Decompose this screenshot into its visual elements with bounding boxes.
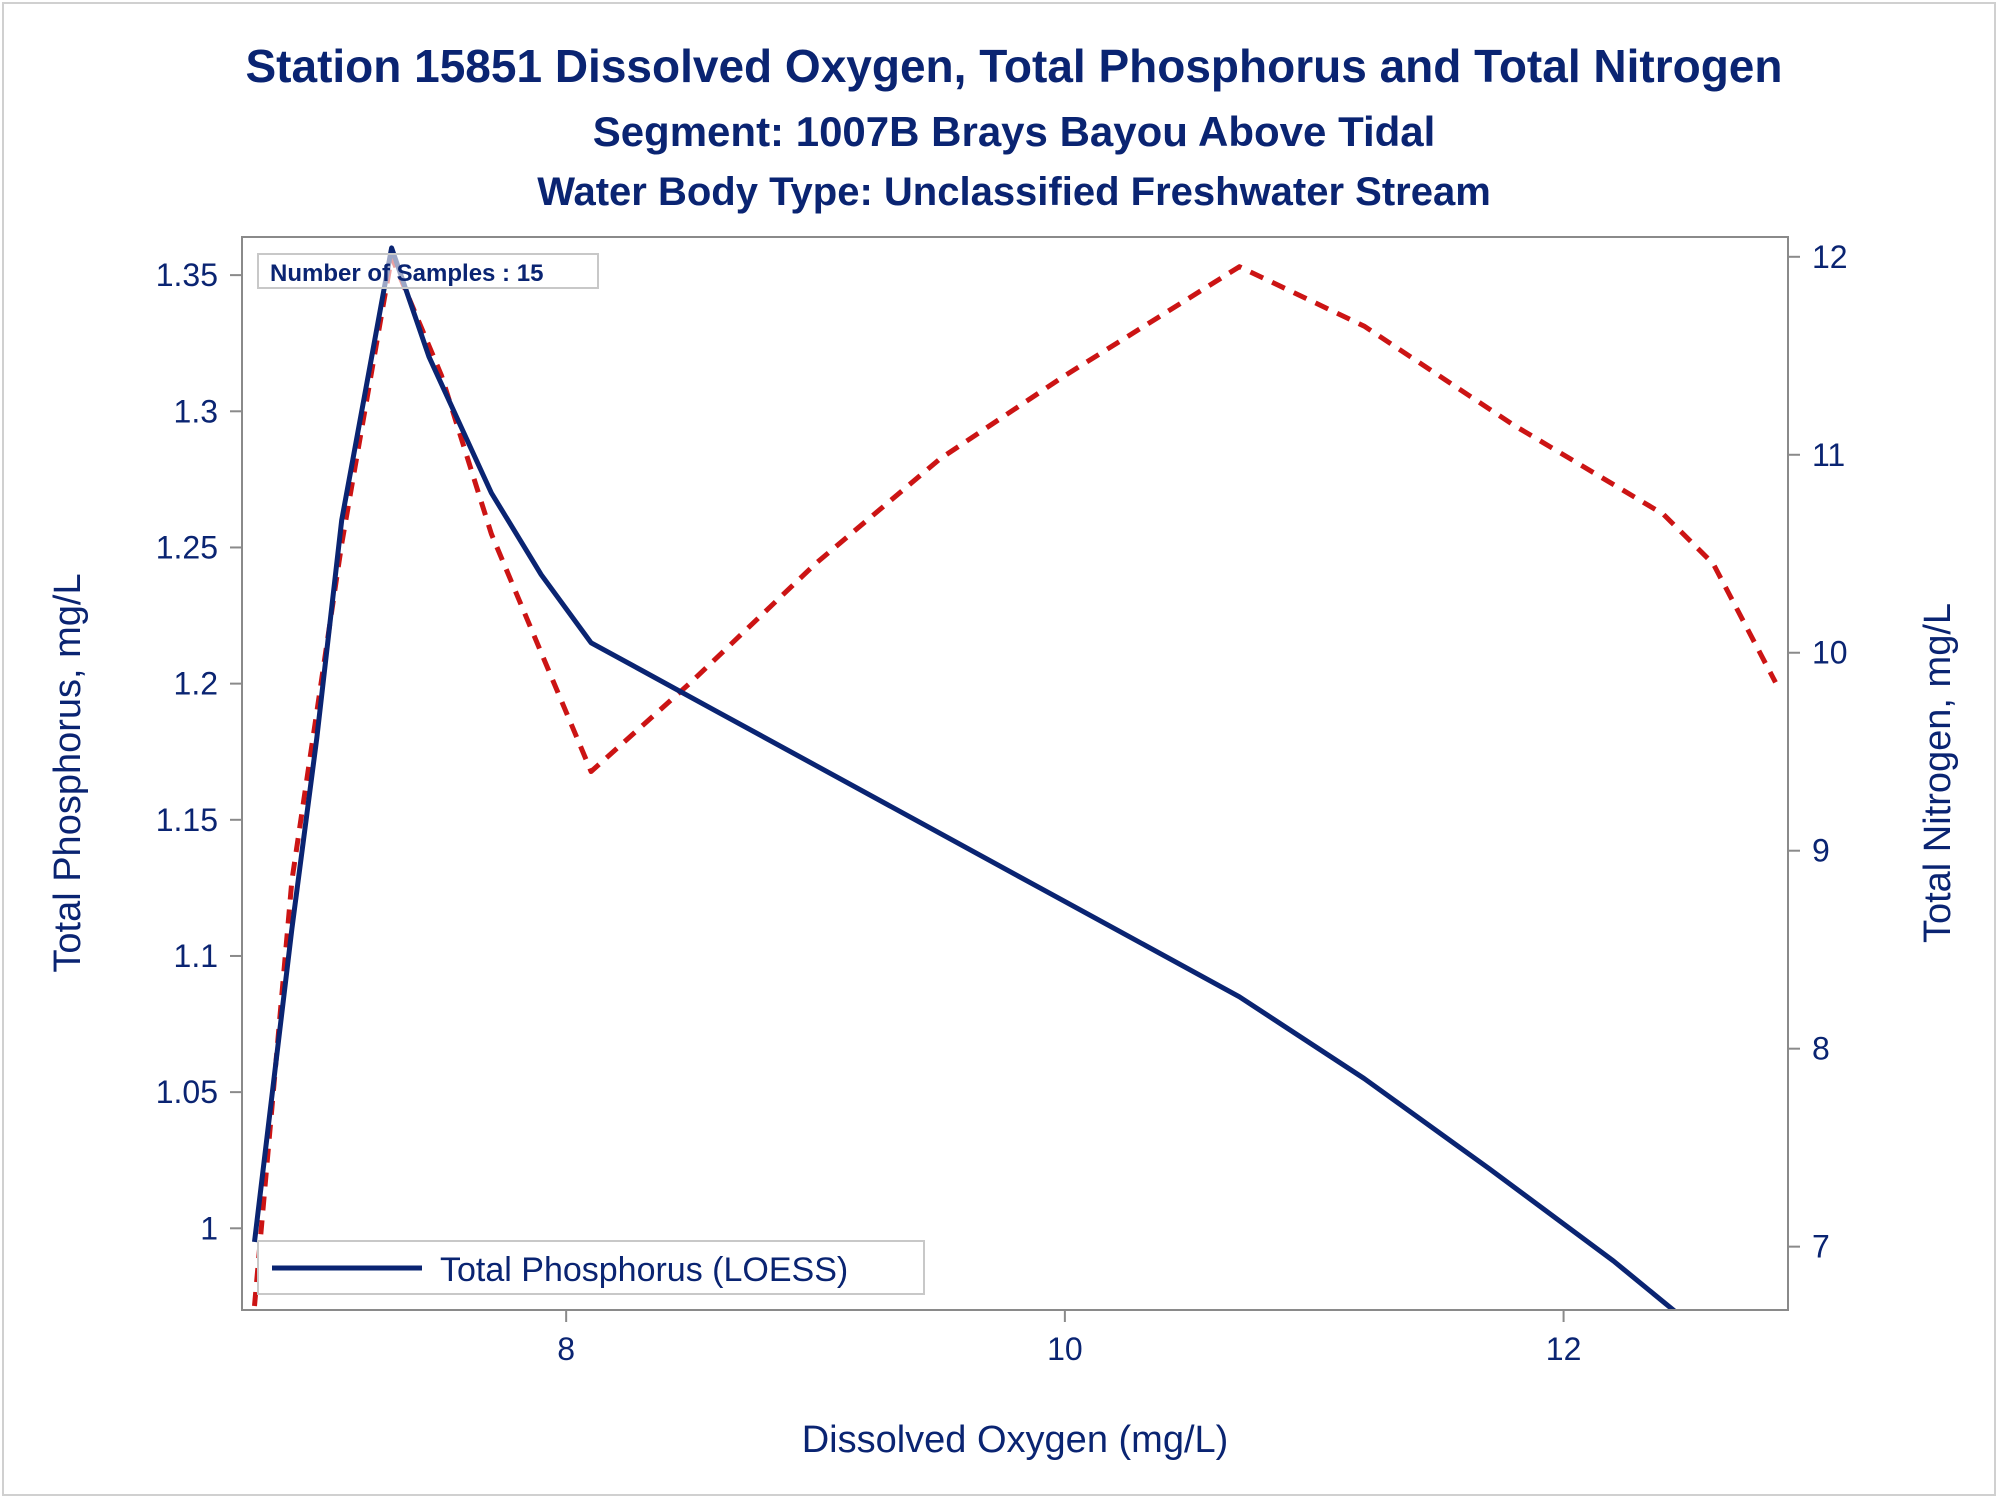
y-tick-label: 1.15 [156,802,218,838]
y2-tick-label: 12 [1812,239,1848,275]
y-tick-label: 1.05 [156,1074,218,1110]
y-tick-label: 1.35 [156,257,218,293]
series-line-nitrogen [252,254,1778,1307]
y-tick-label: 1.2 [174,666,218,702]
series-line-phosphorus [252,245,1678,1310]
chart-subtitle-segment: Segment: 1007B Brays Bayou Above Tidal [593,108,1436,155]
x-tick-label: 12 [1546,1331,1582,1367]
y2-tick-label: 7 [1812,1229,1830,1265]
sample-count-box: Number of Samples : 15 [257,253,599,289]
y2-tick-label: 9 [1812,833,1830,869]
y-tick-label: 1.1 [174,938,218,974]
series-layer [252,245,1778,1310]
chart-subtitle-water-body: Water Body Type: Unclassified Freshwater… [537,170,1491,214]
y2-tick-label: 11 [1812,437,1845,473]
sample-count-label: Number of Samples : 15 [270,260,543,287]
axes-layer: 8 10 12 1 1.05 1.1 1.15 1.2 1.25 1.3 1.35 7 8 9 10 11 12 [156,239,1848,1367]
x-axis-label: Dissolved Oxygen (mg/L) [802,1419,1229,1461]
y2-tick-label: 8 [1812,1031,1830,1067]
y-axis-label-left: Total Phosphorus, mg/L [47,573,89,972]
x-tick-label: 8 [557,1331,575,1367]
legend-entry-phosphorus: Total Phosphorus (LOESS) [440,1251,848,1289]
plot-area-border [241,236,1789,1311]
y-tick-label: 1.25 [156,529,218,565]
chart-title: Station 15851 Dissolved Oxygen, Total Ph… [245,40,1782,92]
legend: Total Phosphorus (LOESS) [257,1240,925,1295]
x-tick-label: 10 [1047,1331,1083,1367]
y-tick-label: 1 [200,1210,218,1246]
y-tick-label: 1.3 [174,393,218,429]
y-axis-label-right: Total Nitrogen, mg/L [1917,603,1959,943]
y2-tick-label: 10 [1812,635,1848,671]
